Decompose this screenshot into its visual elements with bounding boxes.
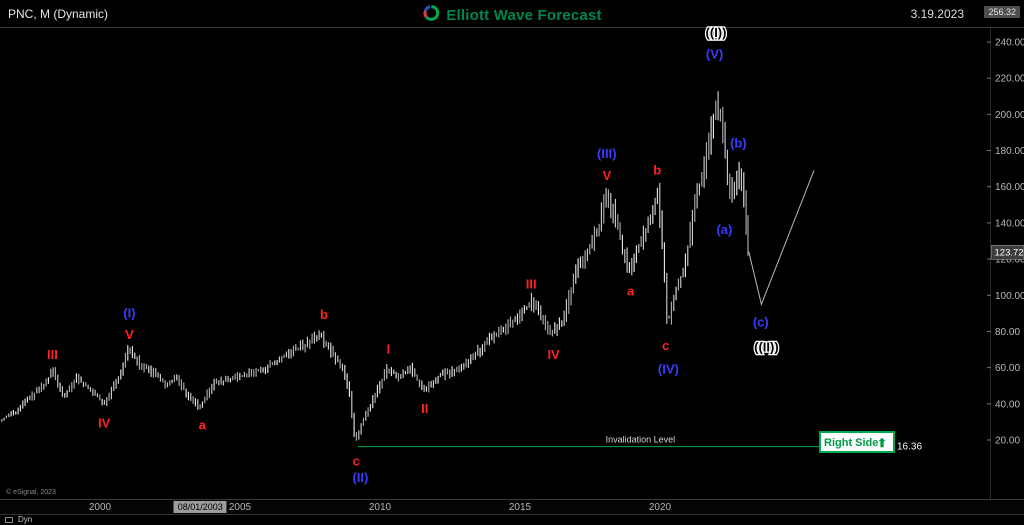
price-tick-label: 120.00: [995, 255, 1024, 266]
wave-label: (IV): [658, 361, 679, 376]
wave-label: IV: [547, 347, 560, 362]
price-tick-label: 140.00: [995, 218, 1024, 229]
price-tick-label: 100.00: [995, 291, 1024, 302]
price-tick-label: 160.00: [995, 182, 1024, 193]
wave-label: (II): [352, 470, 368, 485]
brand-name: Elliott Wave Forecast: [446, 7, 602, 24]
right-side-up-arrow-icon: ⬆: [877, 436, 887, 450]
price-tick-label: 60.00: [995, 363, 1020, 374]
time-tick-label: 2000: [88, 502, 112, 513]
current-price-badge: [991, 245, 1024, 260]
wave-label: (V): [706, 47, 723, 62]
forecast-path: [748, 170, 815, 306]
wave-label: (a): [716, 222, 732, 237]
wave-label: III: [47, 347, 58, 362]
axis-max-badge: 256.32: [984, 6, 1020, 18]
right-side-stamp: [819, 431, 895, 453]
time-tick-label: 2015: [508, 502, 532, 513]
invalidation-price: 16.36: [897, 442, 922, 453]
price-tick-label: 200.00: [995, 110, 1024, 121]
time-tick-label: 2010: [368, 502, 392, 513]
price-bars: [1, 91, 749, 441]
wave-label: b: [653, 162, 661, 177]
right-side-label: Right Side: [824, 437, 878, 449]
time-tick-label: 2020: [648, 502, 672, 513]
price-tick-label: 40.00: [995, 399, 1020, 410]
wave-label: (b): [730, 135, 747, 150]
copyright: © eSignal, 2023: [6, 488, 56, 496]
wave-label: III: [526, 276, 537, 291]
wave-label: ((I)): [706, 25, 727, 40]
wave-label: I: [387, 342, 391, 357]
wave-label: ((II)): [754, 340, 779, 355]
price-tick-label: 80.00: [995, 327, 1020, 338]
wave-label: a: [199, 418, 207, 433]
symbol-title: PNC, M (Dynamic): [8, 7, 109, 21]
time-axis[interactable]: 2000 2005 2010 2015 2020 08/01/2003: [0, 499, 1024, 514]
wave-label: (I): [123, 305, 135, 320]
wave-label: V: [125, 327, 134, 342]
chart-date: 3.19.2023: [910, 7, 964, 21]
bottom-toolbar: Dyn: [0, 514, 1024, 525]
crosshair-date-badge: 08/01/2003: [173, 501, 227, 513]
brand: Elliott Wave Forecast: [422, 4, 601, 27]
wave-label: II: [421, 401, 428, 416]
wave-label: c: [662, 338, 669, 353]
wave-label: V: [602, 168, 611, 183]
price-tick-label: 240.00: [995, 38, 1024, 49]
current-price-label: 123.72: [995, 248, 1024, 259]
wave-label: IV: [98, 416, 111, 431]
price-tick-label: 220.00: [995, 74, 1024, 85]
wave-label: a: [627, 284, 635, 299]
chart-header: PNC, M (Dynamic) Elliott Wave Forecast 3…: [0, 0, 1024, 28]
wave-label: b: [320, 307, 328, 322]
wave-label: (III): [597, 146, 617, 161]
wave-label: (c): [753, 314, 769, 329]
chart-canvas[interactable]: Invalidation Level16.36IIIIVVabcIIIIIIIV…: [0, 24, 1024, 499]
price-tick-label: 20.00: [995, 435, 1020, 446]
price-tick-label: 180.00: [995, 146, 1024, 157]
invalidation-label: Invalidation Level: [606, 435, 676, 445]
time-tick-label: 2005: [228, 502, 252, 513]
wave-label: c: [353, 454, 360, 469]
brand-logo-icon: [422, 4, 440, 27]
chart-style-icon[interactable]: [5, 517, 13, 523]
dyn-tab[interactable]: Dyn: [18, 515, 33, 524]
